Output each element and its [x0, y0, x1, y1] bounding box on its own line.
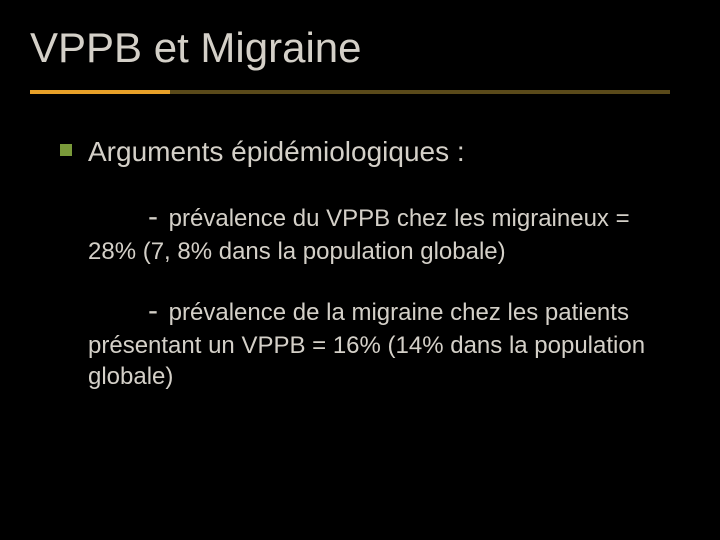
paragraph-2: - prévalence de la migraine chez les pat…	[88, 291, 660, 392]
square-bullet-icon	[60, 144, 72, 156]
slide-body: Arguments épidémiologiques : - prévalenc…	[0, 94, 720, 393]
dash-icon: -	[148, 200, 158, 233]
paragraph-1: - prévalence du VPPB chez les migraineux…	[88, 197, 660, 267]
bullet-label: Arguments épidémiologiques :	[88, 134, 465, 169]
title-divider	[30, 90, 670, 94]
dash-icon: -	[148, 294, 158, 327]
paragraph-1-text: prévalence du VPPB chez les migraineux =…	[88, 205, 630, 265]
slide-title: VPPB et Migraine	[0, 0, 720, 82]
paragraph-2-text: prévalence de la migraine chez les patie…	[88, 299, 645, 390]
bullet-item: Arguments épidémiologiques :	[60, 134, 660, 169]
